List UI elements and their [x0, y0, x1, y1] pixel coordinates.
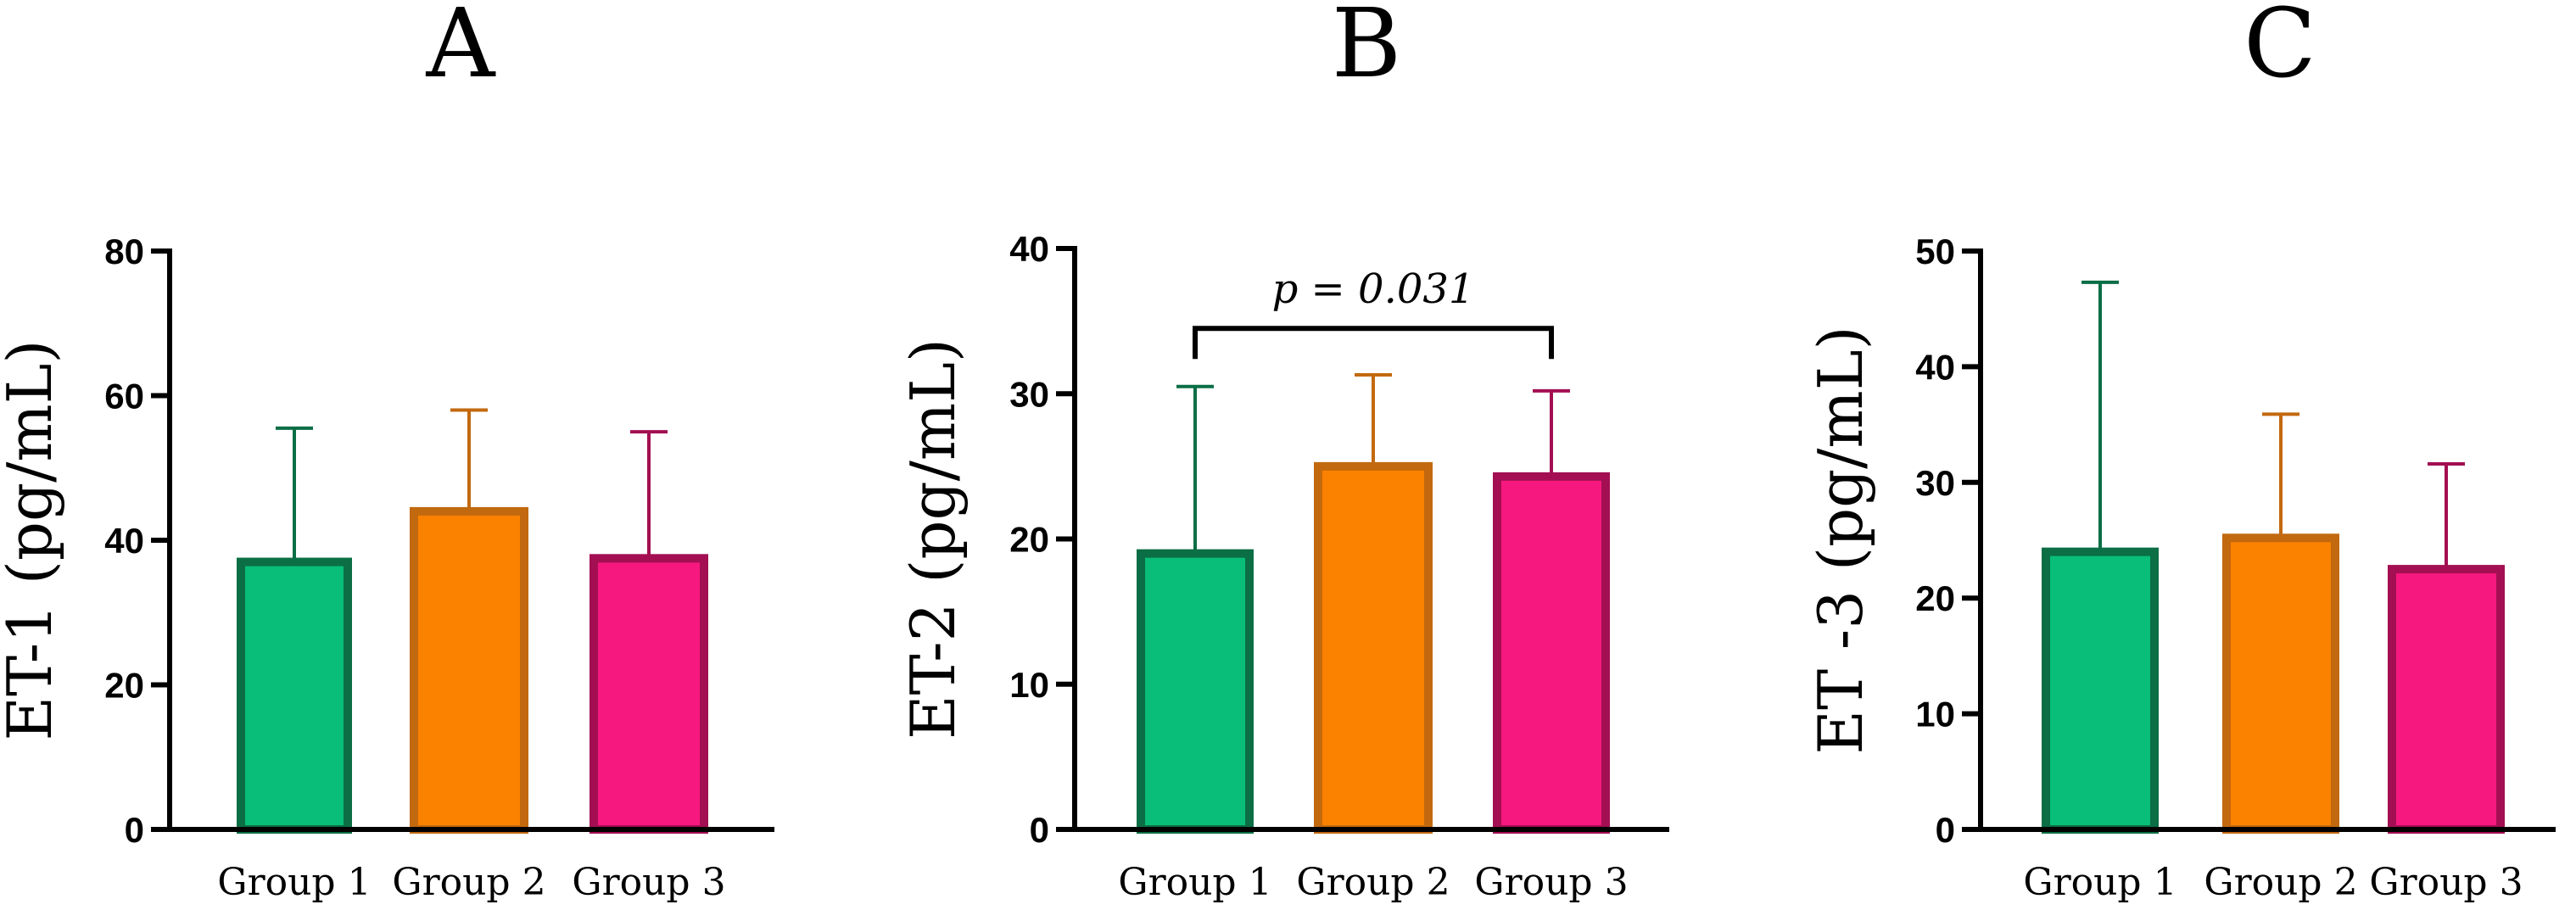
panel-c: C ET -3 (pg/mL) Group 1 Group 2 Group 3 0 10 20… — [1805, 0, 2556, 904]
bar-group-1 — [237, 557, 352, 834]
bar-group-3 — [2388, 565, 2505, 834]
y-tick-label: 20 — [1915, 578, 1955, 618]
x-tick-label: Group 3 — [1474, 861, 1628, 904]
y-tick-label: 0 — [125, 810, 144, 850]
y-tick-label: 10 — [1915, 695, 1955, 734]
x-tick-label: Group 3 — [572, 861, 725, 904]
panel-b: B ET-2 (pg/mL) Group 1 Group 2 Group 3 0 10 20 3… — [897, 0, 1669, 904]
y-tick-label: 10 — [1009, 665, 1049, 705]
y-tick-label: 80 — [104, 232, 144, 271]
y-tick-label: 20 — [104, 666, 144, 706]
x-tick-label: Group 2 — [2204, 861, 2357, 904]
significance-bracket — [1193, 326, 1554, 360]
x-tick-label: Group 1 — [2023, 861, 2176, 904]
x-tick-label: Group 1 — [217, 861, 371, 904]
y-tick-label: 60 — [104, 377, 144, 416]
y-axis-label: ET -3 (pg/mL) — [1805, 326, 1876, 754]
y-tick-label: 40 — [104, 521, 144, 561]
y-tick-label: 20 — [1009, 520, 1049, 560]
y-tick-label: 40 — [1915, 347, 1955, 387]
panel-letter: A — [426, 0, 496, 99]
bar-group-2 — [2222, 533, 2339, 834]
y-tick-label: 0 — [1936, 810, 1955, 850]
x-tick-label: Group 2 — [1296, 861, 1450, 904]
panel-letter: C — [2244, 0, 2316, 99]
bar-group-1 — [2042, 547, 2159, 834]
panel-letter: B — [1332, 0, 1401, 99]
bar-group-2 — [410, 506, 528, 835]
bar-group-3 — [1493, 472, 1610, 834]
y-tick-label: 40 — [1009, 229, 1049, 269]
bar-group-1 — [1137, 549, 1254, 834]
p-value-label: p = 0.031 — [1272, 265, 1475, 313]
panel-a: A ET-1 (pg/mL) Group 1 Group 2 Group 3 0 20 40 6… — [0, 0, 774, 904]
x-tick-label: Group 2 — [392, 861, 545, 904]
bar-group-2 — [1314, 461, 1433, 834]
x-tick-label: Group 3 — [2369, 861, 2523, 904]
y-tick-label: 30 — [1915, 463, 1955, 503]
x-tick-label: Group 1 — [1118, 861, 1271, 904]
y-tick-label: 0 — [1030, 810, 1049, 850]
y-axis-label: ET-1 (pg/mL) — [0, 339, 65, 740]
y-axis-label: ET-2 (pg/mL) — [897, 338, 969, 740]
bar-group-3 — [590, 554, 708, 834]
y-tick-label: 30 — [1009, 374, 1049, 414]
y-tick-label: 50 — [1915, 232, 1955, 271]
